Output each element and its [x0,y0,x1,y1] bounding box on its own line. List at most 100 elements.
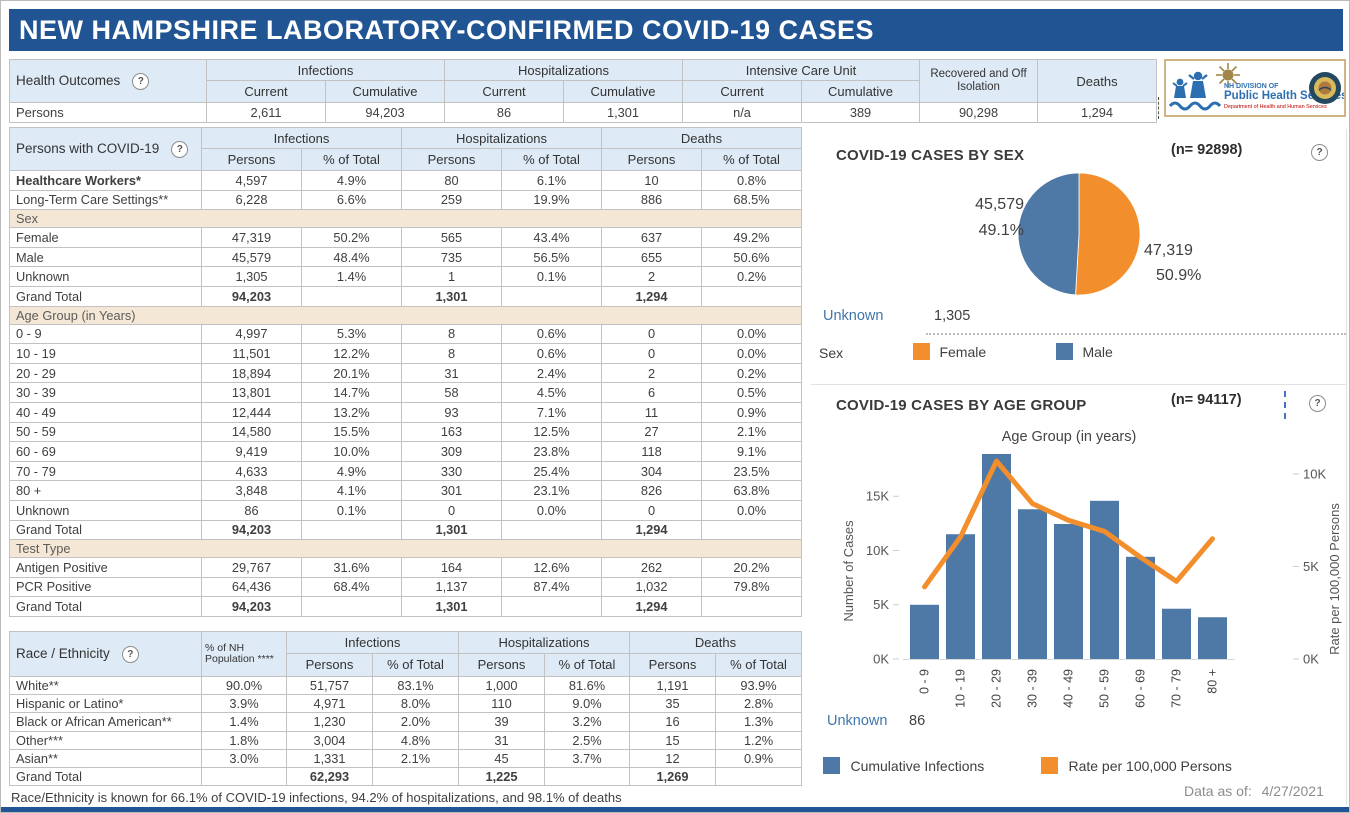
rate-swatch [1041,757,1058,774]
help-icon[interactable]: ? [171,140,189,158]
sex-pie-chart[interactable]: 45,579 49.1% 47,319 50.9% [936,167,1226,307]
cell: 1,294 [601,285,703,307]
x-tick-label: 70 - 79 [1170,669,1184,708]
panel-right-edge [1346,129,1347,805]
cell: 25.4% [500,460,603,482]
table-row: 60 - 69 9,419 10.0% 309 23.8% 118 9.1% [9,441,803,462]
group-hospitalizations: Hospitalizations [443,59,684,81]
table-row: Female 47,319 50.2% 565 43.4% 637 49.2% [9,227,803,248]
cell: 13.2% [301,401,402,423]
cell: 1,301 [401,285,502,307]
cell: 0.5% [701,382,803,403]
cell [500,285,603,307]
cell: 8 [401,323,502,345]
rate-line[interactable] [922,458,1215,590]
row-label: Female [9,227,202,248]
age-bar-chart[interactable]: Age Group (in years) 0K 5K 10K 15K 0K 5K 10K Num… [811,419,1350,749]
cell: 94,203 [325,102,445,123]
cell: 43.4% [500,227,603,248]
bar-50-59[interactable] [1090,500,1119,659]
age-unknown-value: 86 [909,713,926,729]
bar-40-49[interactable] [1054,523,1083,659]
cell: 11,501 [201,343,302,364]
section-header-row: Test Type [8,539,803,559]
cell: 87.4% [500,576,603,598]
cell: 81.6% [543,675,631,696]
cell: 10.0% [301,441,402,462]
help-icon[interactable]: ? [1311,144,1328,161]
table-row: Black or African American** 1.4% 1,230 2.0%… [9,712,803,732]
row-label: Grand Total [9,596,202,617]
bar-20-29[interactable] [982,454,1011,659]
cell: 14,580 [201,421,302,443]
cell: 0.0% [701,323,803,345]
cell: 1,301 [401,596,502,617]
cell: 7.1% [500,401,603,423]
cell [301,285,402,307]
bar-60-69[interactable] [1126,556,1155,659]
female-value-label: 47,319 [1144,242,1193,259]
cell: 12.6% [500,557,603,578]
cell: 6,228 [201,189,302,211]
y2-axis-label: Rate per 100,000 Persons [1327,503,1342,655]
infections-swatch [823,757,840,774]
age-chart-title: COVID-19 CASES BY AGE GROUP [836,397,1087,414]
cell: 2,611 [206,102,326,123]
cell: 4.5% [500,382,603,403]
row-label: Grand Total [9,766,202,787]
table-row: 30 - 39 13,801 14.7% 58 4.5% 6 0.5% [9,382,803,403]
bar-30-39[interactable] [1018,509,1047,659]
male-swatch [1056,343,1073,360]
table-row: Unknown 86 0.1% 0 0.0% 0 0.0% [9,499,803,521]
pop-cell: 1.4% [201,712,287,732]
cell: 79.8% [701,576,803,598]
persons-label: Persons with COVID-19 [16,140,160,156]
cell: 886 [601,189,703,211]
row-label: Unknown [9,266,202,287]
cell: 1,301 [562,102,684,123]
cell: 4.1% [301,480,402,501]
col-header: Cumulative [562,80,684,103]
cell: 637 [601,227,703,248]
dashed-mark [1284,391,1286,419]
help-icon[interactable]: ? [132,72,150,90]
help-icon[interactable]: ? [121,645,139,663]
y-tick-label: 10K [866,543,889,558]
cell: 655 [601,246,703,268]
cell: 2.8% [715,694,803,714]
legend-label: Rate per 100,000 Persons [1068,758,1232,774]
y2-tick-label: 10K [1303,467,1326,482]
row-label: Healthcare Workers* [9,170,202,191]
cell: 10 [601,170,703,191]
male-value-label: 45,579 [975,196,1024,213]
cell: 6.6% [301,189,402,211]
bar-0-9[interactable] [910,604,939,659]
female-pct-label: 50.9% [1156,267,1201,284]
cell: 1 [401,266,502,287]
bar-80+[interactable] [1198,617,1227,659]
col-header: Cumulative [325,80,445,103]
bar-70-79[interactable] [1162,608,1191,659]
y-tick-label: 15K [866,489,889,504]
col-header: % of Total [372,652,459,678]
cell: 9.1% [701,441,803,462]
cell: 3.7% [543,748,631,768]
y2-tick-label: 0K [1303,652,1319,667]
cell: 12,444 [201,401,302,423]
cell: 2.1% [372,748,459,768]
cell: 94,203 [201,519,302,541]
bar-10-19[interactable] [946,534,975,659]
col-header: Current [444,80,564,103]
cell: 93.9% [715,675,803,696]
cell: 19.9% [500,189,603,211]
sex-chart-n: (n= 92898) [1171,142,1243,158]
cell [701,519,803,541]
cell: 262 [601,557,703,578]
col-header: Cumulative [801,80,921,103]
summary-label: Health Outcomes [16,72,121,88]
table-row: Asian** 3.0% 1,331 2.1% 45 3.7% 12 0.9% [9,748,803,768]
help-icon[interactable]: ? [1309,395,1326,412]
cell [301,519,402,541]
cell: 18,894 [201,362,302,384]
cell: 31.6% [301,557,402,578]
